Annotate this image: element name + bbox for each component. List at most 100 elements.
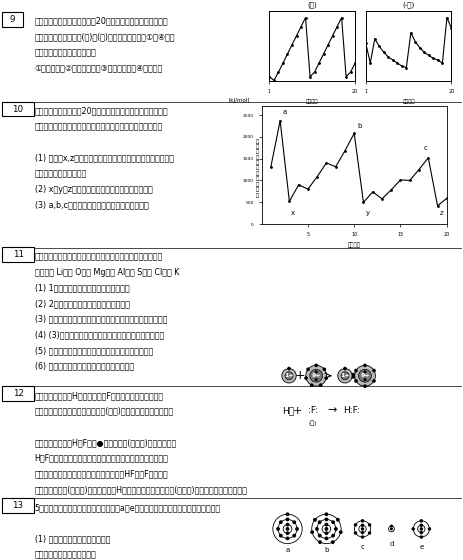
Circle shape xyxy=(364,385,366,388)
Text: (-イ): (-イ) xyxy=(402,2,415,8)
Circle shape xyxy=(286,518,289,521)
Circle shape xyxy=(319,541,321,543)
FancyBboxPatch shape xyxy=(2,12,23,27)
Circle shape xyxy=(280,534,282,537)
Circle shape xyxy=(362,524,363,526)
Circle shape xyxy=(319,534,321,537)
Text: (1) 図中のx,zの元素群の第１イオン化エネルギーが小さくな: (1) 図中のx,zの元素群の第１イオン化エネルギーが小さくな xyxy=(35,153,174,162)
Text: +: + xyxy=(295,369,306,382)
Text: (6) 電子親和力が一番大きい原子はどれか。: (6) 電子親和力が一番大きい原子はどれか。 xyxy=(35,362,134,371)
Circle shape xyxy=(352,374,355,376)
Text: 9: 9 xyxy=(10,15,15,24)
Circle shape xyxy=(286,524,289,526)
Circle shape xyxy=(293,534,295,537)
Circle shape xyxy=(369,532,370,534)
Circle shape xyxy=(420,531,422,534)
Circle shape xyxy=(323,368,325,370)
Circle shape xyxy=(285,372,293,380)
Circle shape xyxy=(316,528,318,530)
Text: を表したものである。次の文中の(　　)に適当な語句を入れよ。: を表したものである。次の文中の( )に適当な語句を入れよ。 xyxy=(35,407,174,416)
Circle shape xyxy=(286,528,289,530)
Text: a: a xyxy=(283,109,287,115)
Text: 12: 12 xyxy=(13,389,24,398)
Circle shape xyxy=(315,364,317,366)
Circle shape xyxy=(311,384,313,386)
Circle shape xyxy=(307,368,309,370)
Circle shape xyxy=(364,371,366,373)
Circle shape xyxy=(325,518,328,521)
Text: b: b xyxy=(324,547,329,553)
Circle shape xyxy=(296,528,298,530)
Text: から選び、番号で答えよ。: から選び、番号で答えよ。 xyxy=(35,48,96,57)
Circle shape xyxy=(428,528,431,530)
Text: +: + xyxy=(292,405,302,416)
Text: x: x xyxy=(291,211,295,216)
Text: な結合を共有結合という。フッ化水素分子HF中のFの電子配: な結合を共有結合という。フッ化水素分子HF中のFの電子配 xyxy=(35,469,169,478)
Circle shape xyxy=(277,528,279,530)
Text: →: → xyxy=(327,405,337,416)
Text: 10: 10 xyxy=(13,105,24,114)
Text: 9+: 9+ xyxy=(360,374,370,378)
Circle shape xyxy=(286,532,289,534)
Text: 表したものである。(ア)〜(イ)に該当するものを①〜④の中: 表したものである。(ア)〜(イ)に該当するものを①〜④の中 xyxy=(35,32,175,41)
Circle shape xyxy=(362,531,363,534)
Circle shape xyxy=(315,371,317,373)
Text: HとFはこの電子を共有して共有電子対を形成する。このよう: HとFはこの電子を共有して共有電子対を形成する。このよう xyxy=(35,454,169,463)
Circle shape xyxy=(335,528,337,530)
Circle shape xyxy=(420,528,422,530)
Text: (4) (3)のうち、イオン半径が一番小さいものはどれか。: (4) (3)のうち、イオン半径が一番小さいものはどれか。 xyxy=(35,330,164,339)
Text: 第
ー
イ
オ
ン
化
エ
ネ
ル
ギ
ー: 第 ー イ オ ン 化 エ ネ ル ギ ー xyxy=(256,138,258,198)
Circle shape xyxy=(355,365,375,386)
Circle shape xyxy=(319,384,322,386)
FancyBboxPatch shape xyxy=(2,248,34,262)
Text: b: b xyxy=(357,123,361,129)
Circle shape xyxy=(325,537,328,540)
Circle shape xyxy=(311,531,313,533)
Text: (ア): (ア) xyxy=(309,420,317,426)
Text: d: d xyxy=(389,541,394,547)
Text: る理由を簡単に記せ。: る理由を簡単に記せ。 xyxy=(35,169,87,178)
Circle shape xyxy=(325,524,328,526)
Circle shape xyxy=(288,367,290,370)
Circle shape xyxy=(286,513,289,515)
Text: c: c xyxy=(424,145,427,151)
X-axis label: 原子番号: 原子番号 xyxy=(306,99,319,104)
Circle shape xyxy=(280,521,282,524)
Circle shape xyxy=(420,524,422,526)
Circle shape xyxy=(337,519,339,521)
Circle shape xyxy=(310,370,323,382)
Text: H・: H・ xyxy=(282,406,295,415)
Text: (ア): (ア) xyxy=(307,2,317,8)
Text: (5) イオン化エネルギーが一番小さい原子はどれか。: (5) イオン化エネルギーが一番小さい原子はどれか。 xyxy=(35,346,153,355)
Circle shape xyxy=(332,541,334,543)
Text: c: c xyxy=(361,544,364,550)
FancyBboxPatch shape xyxy=(2,498,34,513)
Circle shape xyxy=(373,380,375,382)
Circle shape xyxy=(355,370,357,372)
Text: ア Li　イ O　ウ Mg　エ Al　オ S　カ Cl　キ K: ア Li イ O ウ Mg エ Al オ S カ Cl キ K xyxy=(35,268,179,277)
Circle shape xyxy=(332,521,334,524)
Text: 9+: 9+ xyxy=(312,374,321,378)
Circle shape xyxy=(420,520,422,522)
Circle shape xyxy=(373,370,375,372)
Circle shape xyxy=(364,379,366,380)
Circle shape xyxy=(338,368,352,383)
Circle shape xyxy=(358,370,371,382)
Text: 1+: 1+ xyxy=(340,374,350,378)
Circle shape xyxy=(362,528,363,530)
Text: 置は、貴ガスの(　イ　)の電子配置、Hの電子配置は、貴ガスの(　ウ　)の電子配置に似ている。: 置は、貴ガスの( イ )の電子配置、Hの電子配置は、貴ガスの( ウ )の電子配置… xyxy=(35,485,248,494)
Circle shape xyxy=(352,376,355,378)
Text: (2) 2価の陽イオンになるものはどれか。: (2) 2価の陽イオンになるものはどれか。 xyxy=(35,299,130,308)
Circle shape xyxy=(339,531,342,533)
Text: 右図は、水素原子Hとフッ素原子Fが結合を形成するようす: 右図は、水素原子Hとフッ素原子Fが結合を形成するようす xyxy=(35,391,164,400)
Circle shape xyxy=(315,379,317,380)
Text: [kJ/mol]: [kJ/mol] xyxy=(228,98,250,103)
Circle shape xyxy=(332,534,334,537)
Text: (3) ネオンと同じ電子配置のイオンになるものを全て選べ。: (3) ネオンと同じ電子配置のイオンになるものを全て選べ。 xyxy=(35,315,167,324)
Circle shape xyxy=(362,536,363,538)
Text: (1) 1価の陽イオンになるものはどれか。: (1) 1価の陽イオンになるものはどれか。 xyxy=(35,283,129,292)
Text: 1+: 1+ xyxy=(284,374,294,378)
Text: 右図は、原子番号１〜20までの原子と、その第１イオン化エ: 右図は、原子番号１〜20までの原子と、その第１イオン化エ xyxy=(35,106,169,115)
Text: 13: 13 xyxy=(13,501,24,510)
Circle shape xyxy=(341,372,349,380)
